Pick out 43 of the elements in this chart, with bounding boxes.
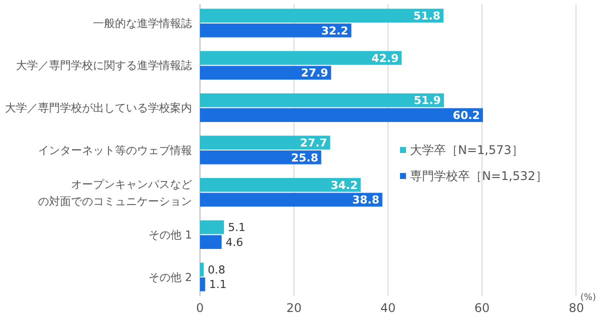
data-label: 38.8 (352, 194, 380, 207)
data-label: 0.8 (208, 263, 226, 276)
bar (200, 192, 382, 207)
y-tick-label: 一般的な進学情報誌 (93, 16, 192, 30)
y-tick-label: 大学／専門学校が出している学校案内 (5, 102, 192, 115)
bar (200, 8, 444, 23)
data-label: 27.7 (300, 136, 328, 150)
data-label: 5.1 (228, 221, 246, 234)
data-label: 25.8 (291, 151, 318, 164)
bar (200, 66, 332, 80)
bar (200, 108, 483, 122)
y-tick-label: その他 2 (148, 270, 192, 284)
data-label: 34.2 (330, 178, 358, 192)
data-label: 60.2 (452, 108, 480, 122)
y-tick-label: オープンキャンパスなどの対面でのコミュニケーション (38, 178, 192, 208)
x-tick-label: 60 (474, 301, 490, 315)
x-tick-label: 20 (286, 301, 302, 315)
bar (200, 277, 206, 292)
x-tick-label: 0 (196, 301, 204, 315)
data-label: 42.9 (371, 52, 399, 65)
bar (200, 136, 330, 150)
data-label: 27.9 (300, 66, 328, 80)
y-tick-label: その他 1 (148, 228, 192, 242)
bar (200, 51, 402, 65)
legend-label: 大学卒［N=1,573］ (410, 143, 524, 158)
bar (200, 150, 322, 164)
bar (200, 235, 222, 249)
x-tick-label: 40 (380, 301, 396, 315)
data-label: 4.6 (226, 236, 244, 249)
bar (200, 220, 224, 234)
data-label: 1.1 (209, 278, 227, 292)
bar (200, 262, 204, 276)
x-tick-label: 80 (568, 301, 584, 315)
data-label: 51.9 (414, 94, 441, 108)
y-tick-label: インターネット等のウェブ情報 (38, 144, 192, 157)
bar (200, 93, 444, 108)
data-label: 51.8 (413, 9, 440, 22)
data-label: 32.2 (321, 24, 348, 38)
y-tick-label: 大学／専門学校に関する進学情報誌 (16, 59, 192, 72)
bar (200, 24, 352, 38)
x-axis-title: (%) (580, 293, 596, 303)
legend-label: 専門学校卒［N=1,532］ (410, 169, 548, 184)
bar (200, 178, 361, 192)
